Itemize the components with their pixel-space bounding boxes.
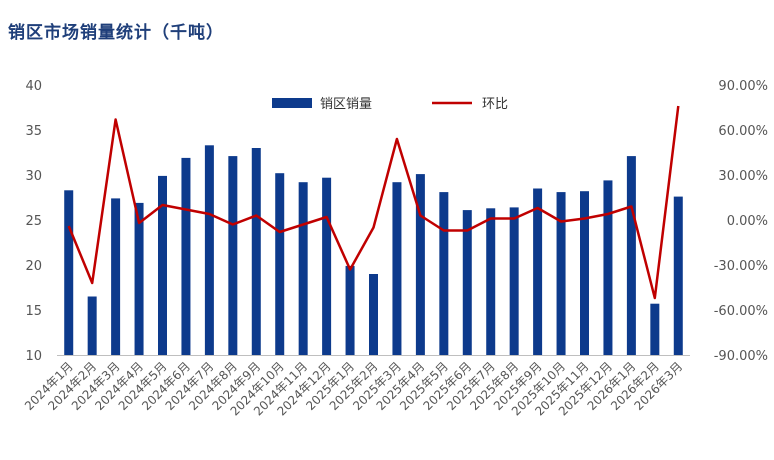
bar xyxy=(181,157,191,355)
legend-bar-swatch xyxy=(272,98,312,108)
right-y-axis: -90.00% -60.00% -30.00% 0.00% 30.00% 60.00% 90… xyxy=(714,79,768,364)
left-y-axis: 10 15 20 25 30 35 40 xyxy=(25,79,42,364)
bar xyxy=(533,188,543,355)
bar-series xyxy=(64,145,683,355)
bar xyxy=(556,192,566,355)
bar xyxy=(345,265,355,355)
left-tick-label: 25 xyxy=(25,214,42,229)
left-tick-label: 40 xyxy=(25,79,42,94)
bar xyxy=(603,180,613,355)
bar xyxy=(626,156,636,355)
bar xyxy=(580,191,589,355)
left-tick-label: 30 xyxy=(25,169,42,184)
bar xyxy=(111,198,121,355)
bar xyxy=(204,145,214,355)
bar xyxy=(673,196,683,355)
right-tick-label: 60.00% xyxy=(718,124,768,139)
legend: 销区销量 环比 xyxy=(272,97,508,112)
right-tick-label: 0.00% xyxy=(727,214,768,229)
left-tick-label: 35 xyxy=(25,124,42,139)
bar xyxy=(392,182,402,355)
legend-line-label: 环比 xyxy=(482,97,508,112)
bar xyxy=(415,174,425,355)
right-tick-label: -60.00% xyxy=(714,304,768,319)
bar xyxy=(158,175,167,355)
bar xyxy=(462,210,472,355)
bar xyxy=(87,296,97,355)
right-tick-label: -30.00% xyxy=(714,259,768,274)
left-tick-label: 10 xyxy=(25,349,42,364)
bar xyxy=(298,182,308,355)
left-tick-label: 15 xyxy=(25,304,42,319)
right-tick-label: -90.00% xyxy=(714,349,768,364)
bar xyxy=(228,156,238,355)
left-tick-label: 20 xyxy=(25,259,42,274)
x-axis: 2024年1月2024年2月2024年3月2024年4月2024年5月2024年… xyxy=(22,355,690,418)
line-path xyxy=(67,105,680,300)
line-series xyxy=(67,105,680,300)
right-tick-label: 90.00% xyxy=(718,79,768,94)
bar xyxy=(650,303,660,355)
bar xyxy=(509,207,519,355)
bar xyxy=(134,202,144,355)
right-tick-label: 30.00% xyxy=(718,169,768,184)
chart-title: 销区市场销量统计（千吨） xyxy=(8,23,224,43)
bar xyxy=(275,173,285,355)
bar xyxy=(251,148,261,355)
legend-bar-label: 销区销量 xyxy=(320,97,372,112)
bar xyxy=(439,192,449,355)
bar xyxy=(322,177,332,355)
bar xyxy=(486,208,496,355)
bar xyxy=(64,190,74,355)
bar xyxy=(369,274,378,355)
